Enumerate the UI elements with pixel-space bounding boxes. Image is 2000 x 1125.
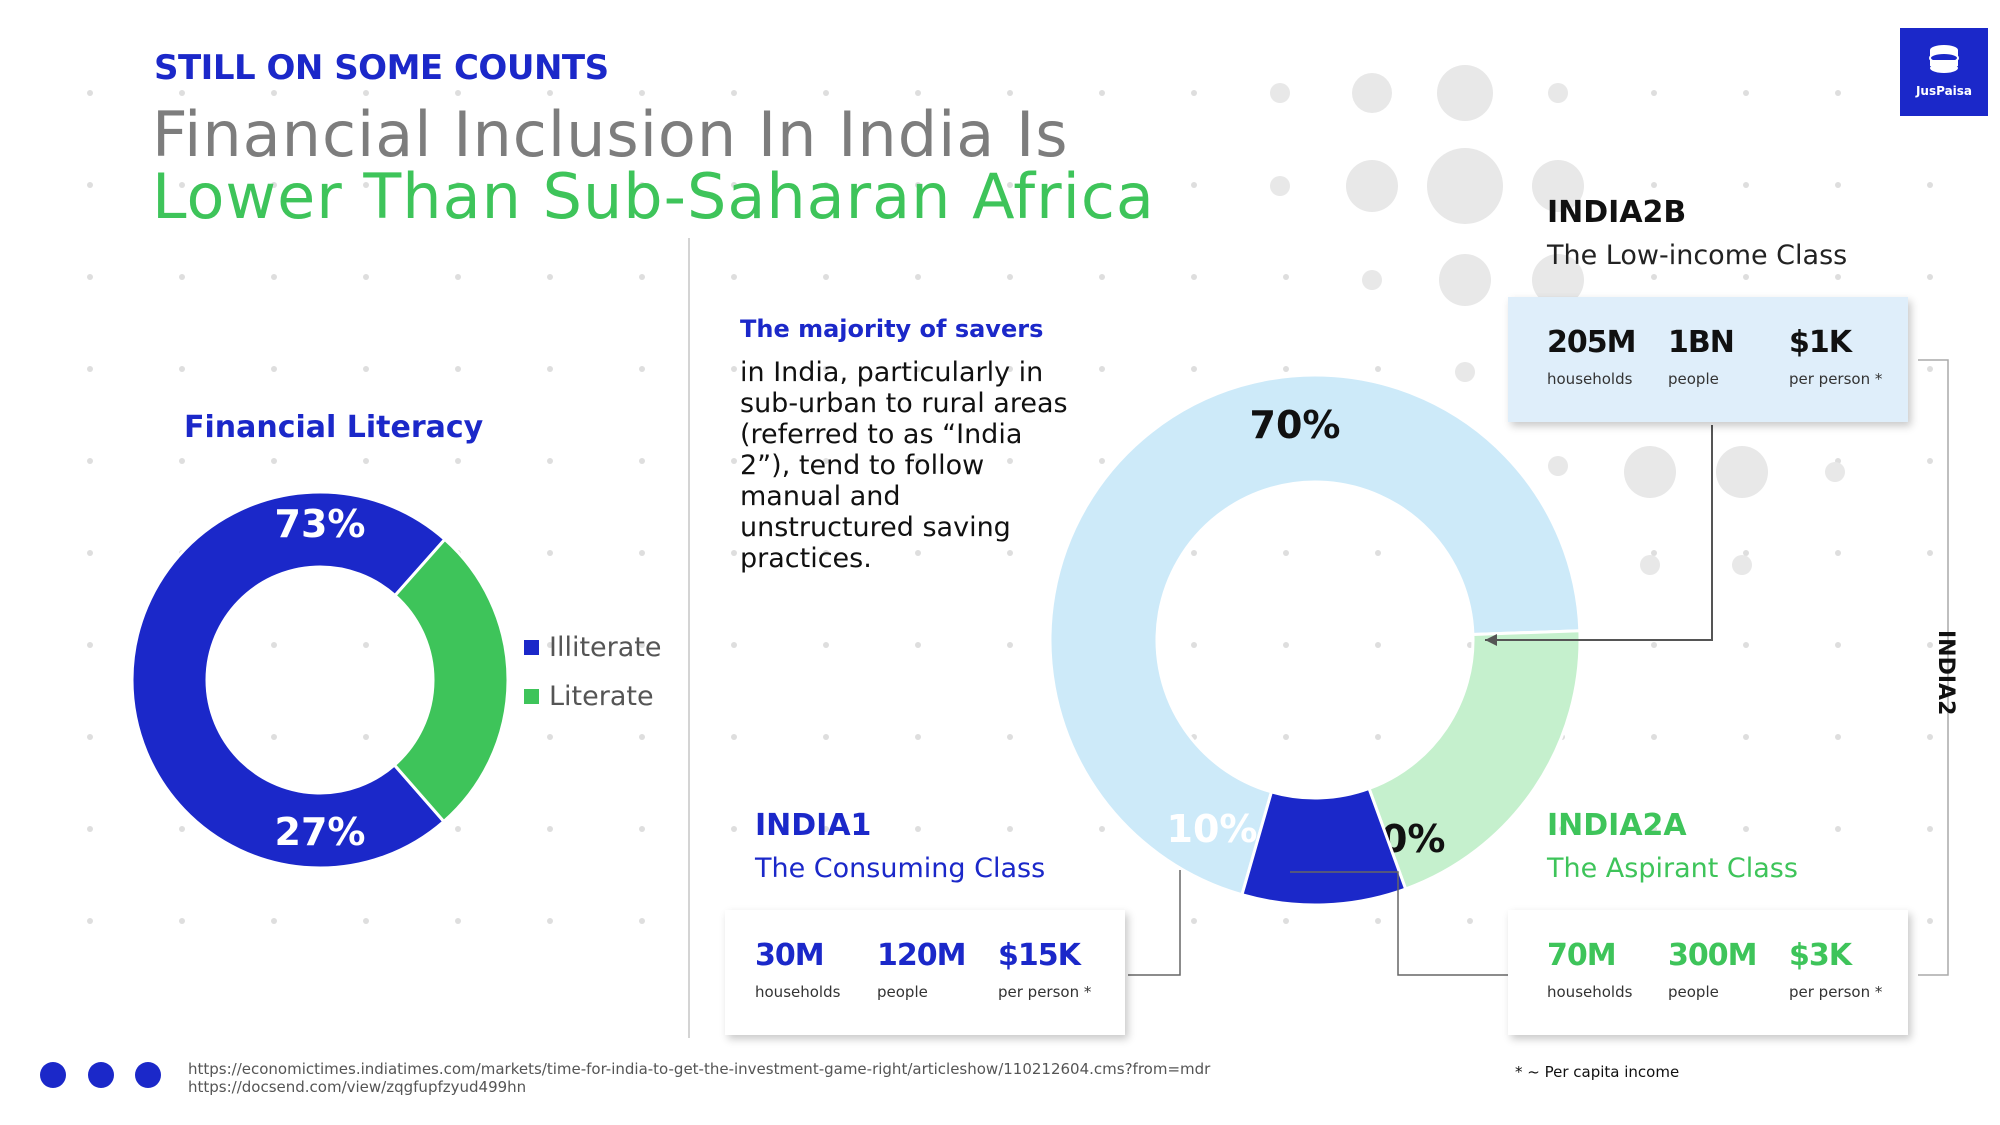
- legend-item-literate: Literate: [524, 681, 654, 712]
- donut-slice-india2b: [1048, 373, 1582, 897]
- stat: 205M households: [1547, 325, 1636, 388]
- stat-label: people: [877, 983, 928, 1001]
- stat-value: 1BN: [1668, 325, 1735, 360]
- india2a-subtitle: The Aspirant Class: [1547, 853, 1798, 884]
- eyebrow-heading: STILL ON SOME COUNTS: [154, 48, 609, 88]
- india2b-heading: INDIA2B: [1547, 195, 1687, 230]
- stat-value: 70M: [1547, 938, 1617, 973]
- logo-text: JusPaisa: [1915, 84, 1973, 98]
- stat-label: people: [1668, 983, 1719, 1001]
- vertical-divider: [688, 238, 690, 1038]
- stat-value: 205M: [1547, 325, 1636, 360]
- stat: $15K per person *: [998, 938, 1091, 1001]
- savers-body: in India, particularly in sub-urban to r…: [740, 357, 1068, 574]
- stat-value: 300M: [1668, 938, 1757, 973]
- india1-heading: INDIA1: [755, 808, 872, 843]
- legend-swatch-blue: [524, 640, 539, 655]
- india-segments-donut-chart: 70%20%10%: [1048, 373, 1582, 907]
- india2-label: INDIA2: [1933, 630, 1958, 716]
- arrow-head: [1485, 634, 1497, 646]
- donut-slice-india2a: [1367, 629, 1582, 891]
- india2b-subtitle: The Low-income Class: [1547, 240, 1848, 271]
- footnote: * ~ Per capita income: [1515, 1063, 1680, 1081]
- stat: 70M households: [1547, 938, 1632, 1001]
- coin-stack-icon: [1929, 45, 1959, 73]
- savers-title: The majority of savers: [740, 315, 1044, 343]
- stat-value: $1K: [1789, 325, 1852, 360]
- nav-dot: [135, 1062, 161, 1088]
- nav-dot: [40, 1062, 66, 1088]
- page-title-line-2: Lower Than Sub-Saharan Africa: [152, 160, 1155, 233]
- stat: 30M households: [755, 938, 840, 1001]
- stat-label: per person *: [1789, 983, 1883, 1001]
- source-link[interactable]: https://docsend.com/view/zqgfupfzyud499h…: [188, 1078, 527, 1096]
- stat-label: per person *: [998, 983, 1092, 1001]
- india2b-stats-card: 205M households 1BN people $1K per person *: [1508, 297, 1908, 422]
- donut-slice-india1: [1240, 786, 1408, 907]
- stat-value: $15K: [998, 938, 1081, 973]
- legend-label: Illiterate: [549, 632, 662, 663]
- legend-label: Literate: [549, 681, 654, 712]
- stat-value: 30M: [755, 938, 825, 973]
- slice-label: 27%: [275, 810, 366, 854]
- stat-label: households: [1547, 983, 1633, 1001]
- india1-stats-card: 30M households 120M people $15K per person …: [725, 910, 1125, 1035]
- slice-label: 10%: [1167, 807, 1258, 851]
- india1-subtitle: The Consuming Class: [755, 853, 1046, 884]
- india2a-stats-card: 70M households 300M people $3K per person *: [1508, 910, 1908, 1035]
- page-title-line-1: Financial Inclusion In India Is: [152, 98, 1069, 171]
- legend-swatch-green: [524, 689, 539, 704]
- juspaisa-logo: JusPaisa: [1900, 28, 1988, 116]
- stat-value: 120M: [877, 938, 966, 973]
- donut-slice-literate: [392, 537, 510, 824]
- stat-label: people: [1668, 370, 1719, 388]
- india2a-heading: INDIA2A: [1547, 808, 1687, 843]
- financial-literacy-title: Financial Literacy: [184, 410, 484, 445]
- stat: $3K per person *: [1789, 938, 1882, 1001]
- stat-label: households: [1547, 370, 1633, 388]
- slice-label: 70%: [1250, 403, 1341, 447]
- stat-value: $3K: [1789, 938, 1852, 973]
- stat-label: households: [755, 983, 841, 1001]
- nav-dot: [88, 1062, 114, 1088]
- slice-label: 73%: [275, 502, 366, 546]
- legend-item-illiterate: Illiterate: [524, 632, 662, 663]
- stat: 1BN people: [1668, 325, 1735, 388]
- stat-label: per person *: [1789, 370, 1883, 388]
- stat: 300M people: [1668, 938, 1757, 1001]
- financial-literacy-donut-chart: 73% 27%: [130, 490, 510, 870]
- stat: $1K per person *: [1789, 325, 1882, 388]
- stat: 120M people: [877, 938, 966, 1001]
- source-link[interactable]: https://economictimes.indiatimes.com/mar…: [188, 1060, 1211, 1078]
- donut-slice-illiterate: [130, 490, 447, 870]
